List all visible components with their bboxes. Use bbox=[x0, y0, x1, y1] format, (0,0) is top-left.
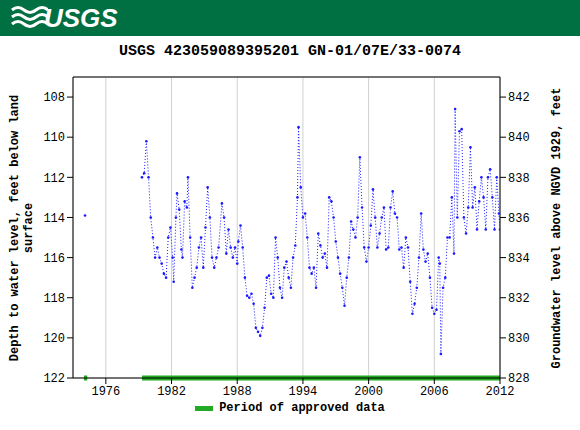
svg-text:1982: 1982 bbox=[157, 385, 186, 399]
svg-text:2006: 2006 bbox=[420, 385, 449, 399]
svg-text:112: 112 bbox=[43, 172, 65, 186]
svg-text:834: 834 bbox=[508, 252, 530, 266]
svg-text:122: 122 bbox=[43, 372, 65, 386]
svg-text:116: 116 bbox=[43, 252, 65, 266]
svg-text:1988: 1988 bbox=[223, 385, 252, 399]
svg-text:842: 842 bbox=[508, 91, 530, 105]
svg-text:114: 114 bbox=[43, 212, 65, 226]
svg-text:1994: 1994 bbox=[289, 385, 318, 399]
svg-text:108: 108 bbox=[43, 91, 65, 105]
html-text:USGS 423059089395201 GN-01/07E: USGS 423059089395201 GN-01/07E/33-0074 bbox=[119, 43, 461, 60]
svg-text:1976: 1976 bbox=[91, 385, 120, 399]
html-text:Period of approved data: Period of approved data bbox=[219, 401, 385, 415]
svg-text:2012: 2012 bbox=[486, 385, 515, 399]
svg-text:2000: 2000 bbox=[354, 385, 383, 399]
svg-text:120: 120 bbox=[43, 332, 65, 346]
svg-text:110: 110 bbox=[43, 131, 65, 145]
svg-text:118: 118 bbox=[43, 292, 65, 306]
svg-text:838: 838 bbox=[508, 172, 530, 186]
svg-text:840: 840 bbox=[508, 131, 530, 145]
html-text:USGS: USGS bbox=[44, 3, 118, 33]
html-text:Groundwater level above NGVD 1: Groundwater level above NGVD 1929, feet bbox=[550, 87, 564, 369]
svg-text:836: 836 bbox=[508, 212, 530, 226]
svg-text:828: 828 bbox=[508, 372, 530, 386]
svg-text:832: 832 bbox=[508, 292, 530, 306]
svg-text:830: 830 bbox=[508, 332, 530, 346]
html-text:Depth to water level, feet bel: Depth to water level, feet below land su… bbox=[8, 94, 36, 362]
